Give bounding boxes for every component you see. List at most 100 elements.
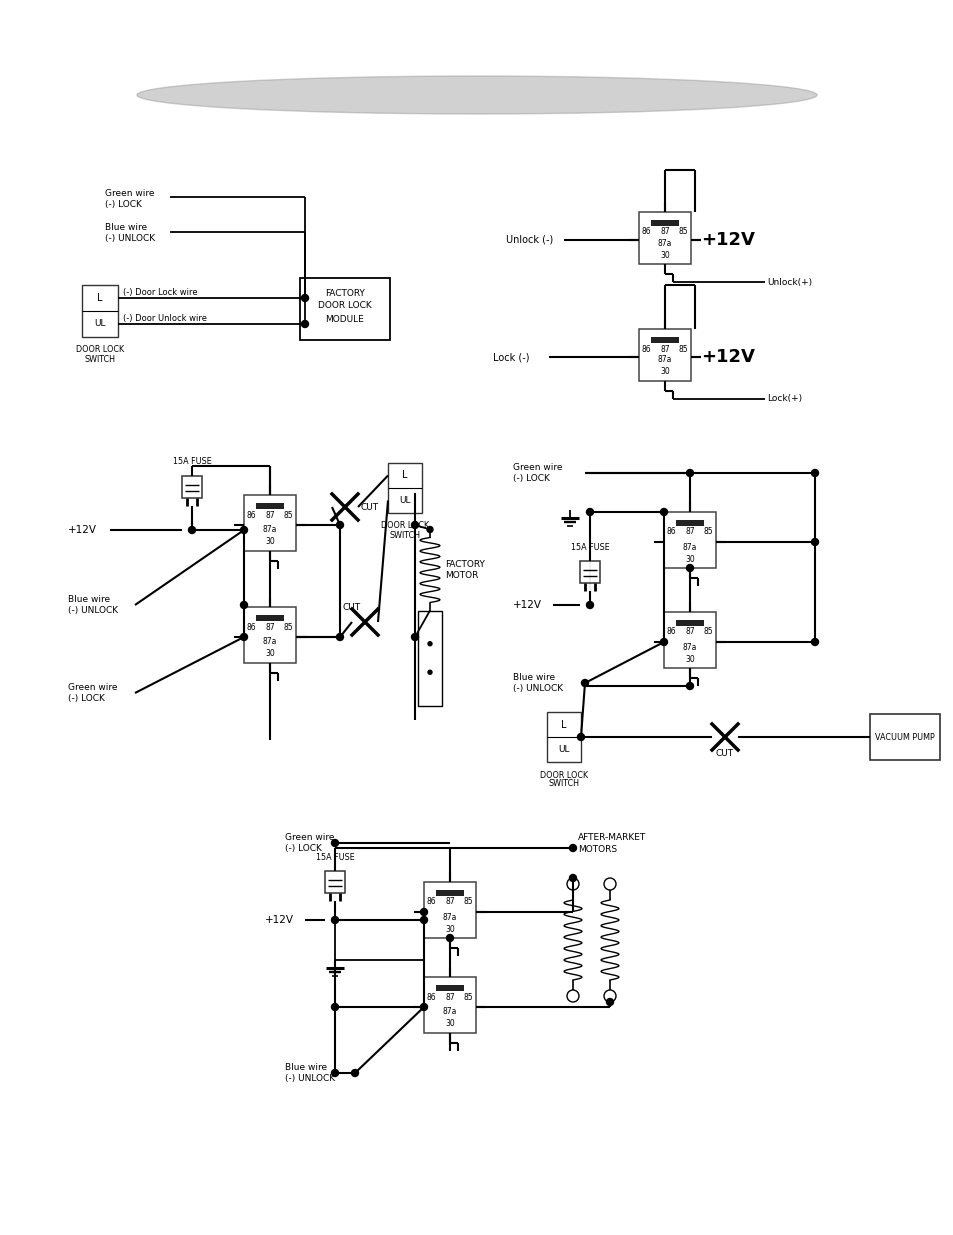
Bar: [436, 986, 464, 990]
Text: Blue wire: Blue wire: [68, 595, 110, 604]
Circle shape: [427, 526, 433, 532]
Circle shape: [686, 683, 693, 689]
Text: 87: 87: [684, 627, 694, 636]
Text: Blue wire: Blue wire: [105, 224, 147, 232]
Text: Lock(+): Lock(+): [766, 394, 801, 404]
Text: 85: 85: [283, 622, 293, 631]
Text: 87a: 87a: [658, 238, 672, 247]
Text: 87a: 87a: [658, 356, 672, 364]
Circle shape: [301, 294, 308, 301]
Text: +12V: +12V: [700, 348, 754, 366]
Text: 87: 87: [684, 527, 694, 536]
Ellipse shape: [137, 77, 816, 114]
Text: UL: UL: [558, 745, 569, 755]
Text: 87a: 87a: [682, 542, 697, 552]
Text: 86: 86: [247, 510, 256, 520]
Text: (-) UNLOCK: (-) UNLOCK: [513, 684, 562, 694]
Bar: [639, 212, 690, 264]
Text: MOTORS: MOTORS: [578, 845, 617, 853]
Text: (-) LOCK: (-) LOCK: [513, 474, 549, 483]
Bar: [579, 561, 599, 583]
Bar: [244, 495, 295, 551]
Text: Unlock(+): Unlock(+): [766, 278, 811, 287]
Text: 86: 86: [427, 993, 436, 1002]
Circle shape: [331, 916, 338, 924]
Bar: [82, 285, 118, 337]
Text: 87: 87: [445, 993, 455, 1002]
Text: +12V: +12V: [700, 231, 754, 249]
Circle shape: [336, 634, 343, 641]
Circle shape: [331, 840, 338, 846]
Circle shape: [411, 521, 418, 529]
Text: Green wire: Green wire: [285, 834, 335, 842]
Text: UL: UL: [399, 496, 411, 505]
Text: Green wire: Green wire: [68, 683, 117, 693]
Text: 87: 87: [265, 622, 274, 631]
Bar: [255, 503, 284, 509]
Text: 30: 30: [445, 925, 455, 934]
Text: 85: 85: [702, 627, 712, 636]
Text: 87a: 87a: [682, 642, 697, 652]
Text: 30: 30: [684, 555, 694, 563]
Circle shape: [811, 638, 818, 646]
Text: 86: 86: [247, 622, 256, 631]
Text: SWITCH: SWITCH: [389, 531, 420, 540]
Bar: [675, 520, 703, 526]
Text: 87a: 87a: [262, 637, 277, 646]
Circle shape: [420, 1004, 427, 1010]
Text: (-) Door Unlock wire: (-) Door Unlock wire: [123, 314, 207, 322]
Text: UL: UL: [94, 320, 106, 329]
Circle shape: [581, 679, 588, 687]
Bar: [423, 977, 476, 1032]
Text: (-) LOCK: (-) LOCK: [68, 694, 105, 704]
Text: +12V: +12V: [68, 525, 97, 535]
Circle shape: [240, 634, 247, 641]
Circle shape: [577, 734, 584, 741]
Text: 87a: 87a: [442, 1008, 456, 1016]
Circle shape: [428, 642, 432, 646]
Text: 30: 30: [265, 537, 274, 547]
Bar: [325, 871, 345, 893]
Text: 87: 87: [445, 898, 455, 906]
Circle shape: [811, 538, 818, 546]
Text: DOOR LOCK: DOOR LOCK: [317, 301, 372, 310]
Circle shape: [420, 916, 427, 924]
Circle shape: [586, 509, 593, 515]
Text: (-) Door Lock wire: (-) Door Lock wire: [123, 288, 197, 296]
Text: (-) UNLOCK: (-) UNLOCK: [285, 1074, 335, 1083]
Text: 15A FUSE: 15A FUSE: [315, 852, 354, 862]
Circle shape: [240, 601, 247, 609]
Text: 30: 30: [659, 368, 669, 377]
Text: L: L: [560, 720, 566, 730]
Text: L: L: [97, 293, 103, 303]
Text: 30: 30: [445, 1020, 455, 1029]
Text: 87a: 87a: [262, 526, 277, 535]
Bar: [650, 337, 679, 343]
Text: FACTORY
MOTOR: FACTORY MOTOR: [444, 561, 484, 579]
Text: 30: 30: [659, 251, 669, 259]
Text: MODULE: MODULE: [325, 315, 364, 324]
Text: +12V: +12V: [265, 915, 294, 925]
Bar: [436, 890, 464, 897]
Circle shape: [811, 469, 818, 477]
Text: L: L: [402, 471, 407, 480]
Circle shape: [240, 526, 247, 534]
Bar: [417, 610, 441, 705]
Text: 30: 30: [684, 655, 694, 663]
Text: CUT: CUT: [715, 748, 733, 757]
Text: 86: 86: [666, 627, 676, 636]
Circle shape: [331, 1004, 338, 1010]
Bar: [299, 278, 390, 340]
Text: 87: 87: [265, 510, 274, 520]
Text: 87a: 87a: [442, 913, 456, 921]
Text: 86: 86: [641, 345, 651, 353]
Text: 85: 85: [463, 898, 473, 906]
Text: 86: 86: [641, 227, 651, 236]
Bar: [639, 329, 690, 382]
Text: (-) UNLOCK: (-) UNLOCK: [105, 235, 155, 243]
Text: FACTORY: FACTORY: [325, 289, 365, 298]
Circle shape: [686, 564, 693, 572]
Bar: [546, 713, 580, 762]
Text: Green wire: Green wire: [513, 463, 562, 473]
Circle shape: [336, 521, 343, 529]
